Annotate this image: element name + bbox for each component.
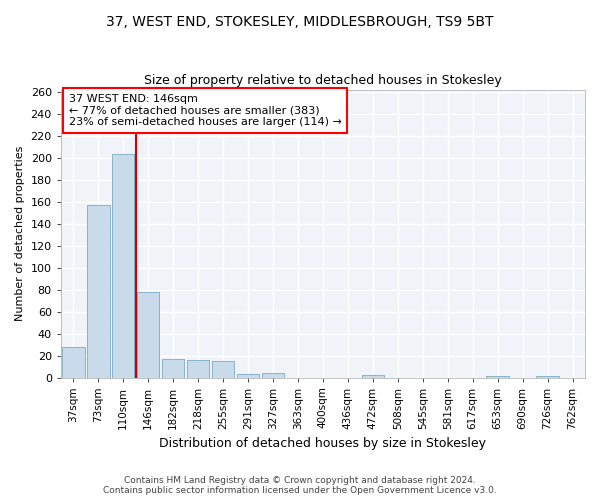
X-axis label: Distribution of detached houses by size in Stokesley: Distribution of detached houses by size … <box>160 437 487 450</box>
Bar <box>187 360 209 378</box>
Bar <box>162 359 184 378</box>
Bar <box>62 346 85 378</box>
Bar <box>262 373 284 378</box>
Y-axis label: Number of detached properties: Number of detached properties <box>15 146 25 321</box>
Bar <box>536 376 559 378</box>
Bar <box>212 361 235 378</box>
Text: 37, WEST END, STOKESLEY, MIDDLESBROUGH, TS9 5BT: 37, WEST END, STOKESLEY, MIDDLESBROUGH, … <box>106 15 494 29</box>
Bar <box>362 376 384 378</box>
Bar <box>112 154 134 378</box>
Bar <box>237 374 259 378</box>
Title: Size of property relative to detached houses in Stokesley: Size of property relative to detached ho… <box>144 74 502 87</box>
Text: Contains HM Land Registry data © Crown copyright and database right 2024.
Contai: Contains HM Land Registry data © Crown c… <box>103 476 497 495</box>
Text: 37 WEST END: 146sqm
← 77% of detached houses are smaller (383)
23% of semi-detac: 37 WEST END: 146sqm ← 77% of detached ho… <box>68 94 341 127</box>
Bar <box>137 292 160 378</box>
Bar <box>487 376 509 378</box>
Bar <box>87 205 110 378</box>
